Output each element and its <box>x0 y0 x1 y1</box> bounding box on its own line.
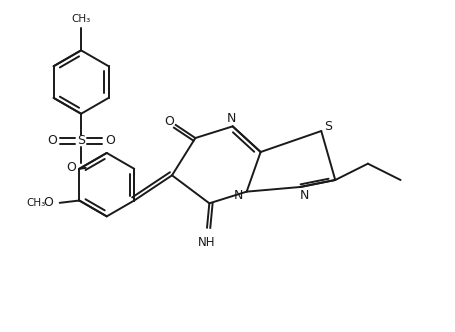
Text: O: O <box>66 161 76 174</box>
Text: S: S <box>323 120 331 133</box>
Text: O: O <box>163 115 173 128</box>
Text: O: O <box>105 134 115 147</box>
Text: N: N <box>227 112 236 125</box>
Text: N: N <box>298 189 308 202</box>
Text: NH: NH <box>198 236 215 249</box>
Text: N: N <box>233 189 243 202</box>
Text: S: S <box>77 134 85 147</box>
Text: O: O <box>43 196 53 209</box>
Text: CH₃: CH₃ <box>71 14 91 24</box>
Text: CH₃: CH₃ <box>26 198 45 208</box>
Text: O: O <box>47 134 57 147</box>
